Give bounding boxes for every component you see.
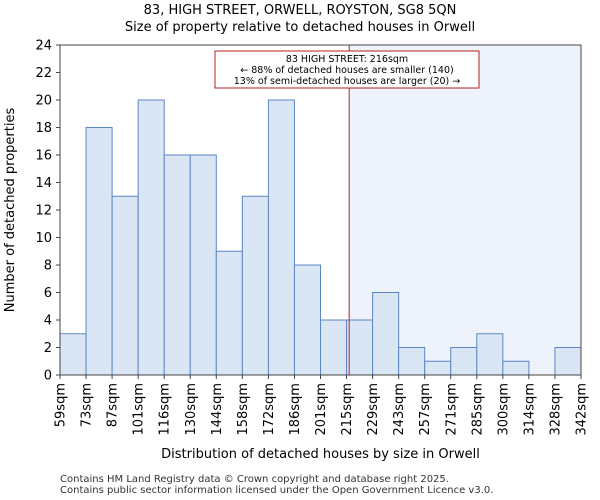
bar-17	[502, 360, 530, 376]
annotation-line-1: 83 HIGH STREET: 216sqm	[286, 54, 408, 65]
bar-9	[293, 264, 322, 376]
x-tick-label-20: 342sqm	[575, 383, 590, 436]
annotation-box	[214, 50, 480, 89]
x-tick-label-11: 215sqm	[340, 383, 355, 436]
bar-13	[398, 347, 426, 376]
x-tick-label-4: 116sqm	[158, 383, 173, 436]
bar-5	[189, 154, 217, 376]
x-tick-label-13: 243sqm	[392, 383, 407, 436]
bar-19	[554, 347, 582, 376]
x-tick-label-2: 87sqm	[106, 383, 121, 427]
bar-16	[476, 333, 504, 376]
x-tick-label-14: 257sqm	[418, 383, 433, 436]
x-tick-label-16: 285sqm	[470, 383, 485, 436]
footer-line-2: Contains public sector information licen…	[60, 485, 494, 496]
footer-line-1: Contains HM Land Registry data © Crown c…	[60, 474, 449, 485]
x-tick-label-1: 73sqm	[80, 383, 95, 427]
y-tick-label-22: 22	[35, 66, 52, 81]
bar-6	[215, 250, 243, 376]
bar-12	[372, 292, 400, 376]
y-tick-label-6: 6	[44, 286, 52, 301]
bar-15	[450, 347, 478, 376]
bar-14	[424, 360, 452, 376]
y-tick-label-0: 0	[44, 369, 52, 384]
x-tick-label-5: 130sqm	[184, 383, 199, 436]
bar-4	[163, 154, 191, 376]
bar-7	[241, 195, 269, 376]
bar-8	[267, 99, 295, 376]
y-tick-label-24: 24	[35, 39, 52, 54]
x-tick-label-19: 328sqm	[548, 383, 563, 436]
y-tick-label-8: 8	[44, 259, 52, 274]
y-tick-label-18: 18	[35, 121, 52, 136]
bar-2	[111, 195, 139, 376]
y-tick-label-4: 4	[44, 314, 52, 329]
annotation-line-3: 13% of semi-detached houses are larger (…	[234, 76, 461, 87]
x-tick-label-12: 229sqm	[366, 383, 381, 436]
chart-subtitle: Size of property relative to detached ho…	[124, 20, 476, 35]
y-tick-label-2: 2	[44, 341, 52, 356]
y-tick-label-12: 12	[35, 204, 52, 219]
bar-10	[320, 319, 348, 376]
x-tick-label-15: 271sqm	[444, 383, 459, 436]
bar-1	[85, 127, 113, 376]
bar-11	[346, 319, 374, 376]
x-axis-label: Distribution of detached houses by size …	[161, 447, 480, 462]
x-tick-label-9: 186sqm	[288, 383, 303, 436]
x-tick-label-8: 172sqm	[262, 383, 277, 436]
y-tick-label-20: 20	[35, 94, 52, 109]
bar-3	[137, 99, 165, 376]
y-tick-label-10: 10	[35, 231, 52, 246]
x-tick-label-6: 144sqm	[210, 383, 225, 436]
y-tick-label-14: 14	[35, 176, 52, 191]
x-tick-label-10: 201sqm	[314, 383, 329, 436]
y-tick-label-16: 16	[35, 149, 52, 164]
x-tick-label-18: 314sqm	[522, 383, 537, 436]
x-tick-label-17: 300sqm	[496, 383, 511, 436]
x-tick-label-3: 101sqm	[132, 383, 147, 436]
y-axis-label: Number of detached properties	[3, 108, 18, 313]
bar-0	[59, 333, 87, 376]
x-tick-label-7: 158sqm	[236, 383, 251, 436]
chart-title: 83, HIGH STREET, ORWELL, ROYSTON, SG8 5Q…	[143, 3, 457, 18]
x-tick-label-0: 59sqm	[54, 383, 69, 427]
annotation-line-2: ← 88% of detached houses are smaller (14…	[240, 65, 453, 76]
